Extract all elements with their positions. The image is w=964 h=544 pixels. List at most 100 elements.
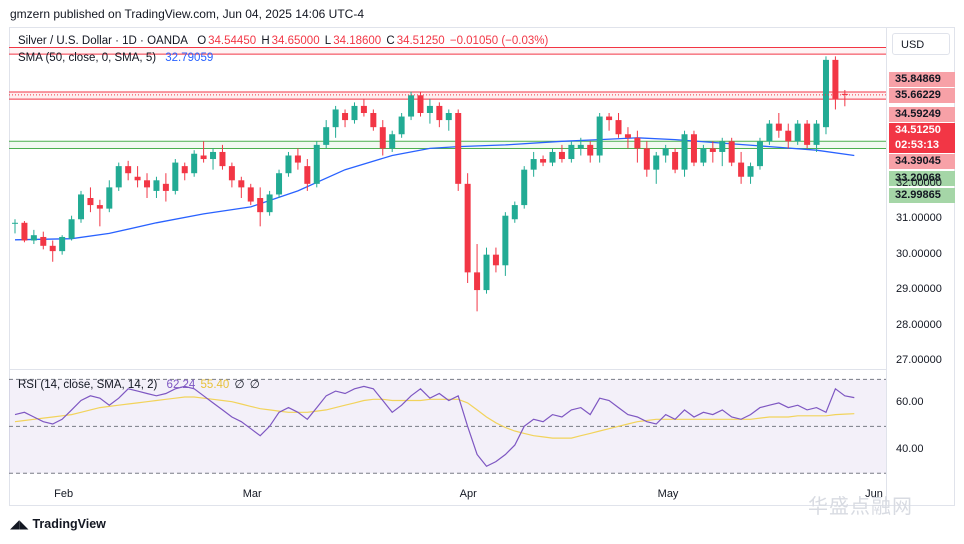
- time-tick-label: Apr: [459, 488, 477, 500]
- candle-body-75: [719, 141, 726, 152]
- candle-body-25: [247, 187, 254, 202]
- candle-body-24: [238, 180, 245, 188]
- candle-body-28: [276, 173, 283, 195]
- candle-body-51: [492, 254, 499, 266]
- candle-body-39: [379, 127, 386, 149]
- candle-body-56: [540, 159, 547, 163]
- candle-body-67: [643, 148, 650, 170]
- candle-body-12: [125, 166, 132, 174]
- candle-body-31: [304, 166, 311, 184]
- candle-body-9: [96, 205, 103, 209]
- rsi-sma-value: 55.40: [200, 379, 230, 391]
- candle-body-85: [813, 123, 820, 145]
- price-tag: 02:53:13: [889, 138, 955, 153]
- tradingview-logo-icon: ◢◣: [10, 517, 29, 531]
- sma-legend: SMA (50, close, 0, SMA, 5) 32.79059: [18, 52, 215, 64]
- price-tick-label: 32.00000: [896, 176, 942, 189]
- candle-body-70: [672, 151, 679, 170]
- price-tick-label: 27.00000: [896, 353, 942, 366]
- candle-body-54: [521, 169, 528, 206]
- rsi-ma-line: [14, 396, 855, 439]
- candle-body-79: [756, 141, 763, 167]
- candle-body-0: [12, 222, 18, 224]
- price-tag: 35.66229: [889, 88, 955, 103]
- candle-body-15: [153, 180, 160, 191]
- rsi-value: 62.24: [166, 379, 196, 391]
- candle-body-42: [408, 95, 415, 117]
- candle-body-13: [134, 176, 141, 181]
- candle-body-8: [87, 198, 94, 206]
- rsi-tick-label: 60.00: [896, 395, 924, 408]
- candle-body-57: [549, 151, 556, 163]
- high-value: 34.65000: [271, 35, 320, 47]
- symbol-title[interactable]: Silver / U.S. Dollar · 1D · OANDA: [18, 35, 188, 47]
- candle-body-80: [766, 123, 773, 142]
- rsi-label[interactable]: RSI (14, close, SMA, 14, 2): [18, 379, 158, 391]
- candle-body-33: [323, 127, 330, 145]
- candle-body-74: [709, 148, 716, 152]
- currency-button[interactable]: USD: [892, 33, 950, 55]
- candle-body-58: [558, 151, 565, 160]
- candle-body-18: [181, 166, 188, 174]
- candle-body-62: [596, 116, 603, 156]
- tradingview-brand[interactable]: ◢◣ TradingView: [10, 517, 106, 531]
- candle-body-36: [351, 105, 358, 121]
- publish-caption: gmzern published on TradingView.com, Jun…: [10, 7, 364, 21]
- candle-body-45: [436, 105, 443, 121]
- candle-body-30: [294, 155, 301, 163]
- candle-body-2: [30, 235, 37, 241]
- price-axis-separator: [886, 27, 887, 506]
- price-tag: 32.99865: [889, 188, 955, 203]
- close-value: 34.51250: [396, 35, 445, 47]
- close-label: C: [386, 35, 395, 47]
- low-value: 34.18600: [333, 35, 382, 47]
- candle-body-82: [785, 130, 792, 142]
- price-tick-label: 30.00000: [896, 247, 942, 260]
- price-tick-label: 28.00000: [896, 318, 942, 331]
- sma-value: 32.79059: [165, 52, 214, 64]
- candle-body-29: [285, 155, 292, 174]
- open-label: O: [197, 35, 207, 47]
- sma-line: [14, 137, 855, 241]
- candle-body-63: [606, 116, 613, 121]
- candle-body-21: [210, 151, 217, 160]
- change-value: −0.01050 (−0.03%): [449, 35, 549, 47]
- resistance-zone-upper: [9, 47, 886, 55]
- candle-body-84: [804, 123, 811, 145]
- candle-body-3: [40, 236, 47, 246]
- candle-body-53: [511, 205, 518, 220]
- candle-body-60: [577, 144, 584, 149]
- time-tick-label: May: [657, 488, 679, 500]
- candle-body-38: [370, 113, 377, 128]
- candle-body-6: [68, 219, 75, 239]
- candle-body-59: [568, 144, 575, 160]
- candle-body-65: [624, 134, 631, 138]
- candle-body-61: [587, 144, 594, 156]
- rsi-extra-1: ∅: [234, 379, 245, 391]
- sma-label[interactable]: SMA (50, close, 0, SMA, 5): [18, 52, 157, 64]
- candle-body-47: [455, 113, 462, 184]
- rsi-tick-label: 40.00: [896, 442, 924, 455]
- candle-body-4: [49, 245, 56, 252]
- time-tick-label: Mar: [242, 488, 262, 500]
- low-label: L: [324, 35, 332, 47]
- candle-body-7: [78, 194, 85, 220]
- candle-body-22: [219, 151, 226, 167]
- pane-separator[interactable]: [9, 369, 886, 370]
- candle-body-68: [653, 155, 660, 170]
- candle-body-77: [738, 162, 745, 177]
- candle-body-66: [634, 137, 641, 149]
- candle-body-78: [747, 166, 754, 177]
- candle-body-23: [228, 166, 235, 181]
- price-tag: 34.39045: [889, 154, 955, 169]
- time-tick-label: Jun: [865, 488, 883, 500]
- price-tick-label: 31.00000: [896, 212, 942, 225]
- candle-body-88: [841, 93, 848, 95]
- candle-body-64: [615, 120, 622, 135]
- candle-body-46: [445, 113, 452, 121]
- candle-body-49: [474, 272, 481, 291]
- candle-body-34: [332, 109, 339, 128]
- candle-body-83: [794, 123, 801, 142]
- candle-body-26: [257, 198, 264, 213]
